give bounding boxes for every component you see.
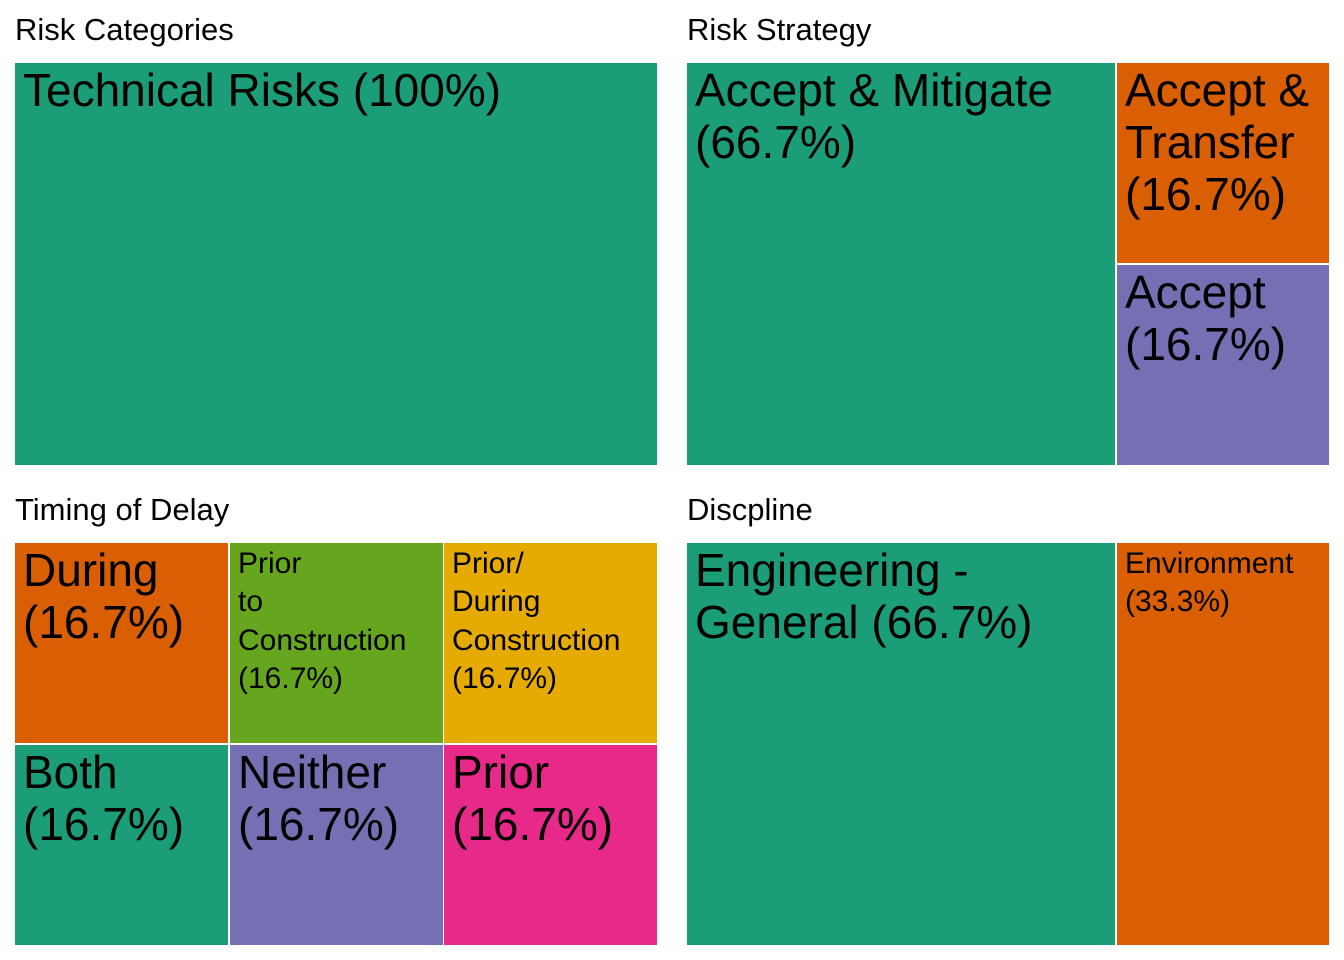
risk-categories-title: Risk Categories (15, 12, 234, 47)
risk-strategy-title: Risk Strategy (687, 12, 872, 47)
treemap-tile-engineering-general: Engineering - General (66.7%) (686, 542, 1116, 946)
treemap-tile-during: During (16.7%) (14, 542, 229, 744)
treemap-tile-accept-mitigate: Accept & Mitigate (66.7%) (686, 62, 1116, 466)
tile-label: Accept (16.7%) (1125, 266, 1287, 370)
tile-label: Accept & Mitigate (66.7%) (695, 64, 1053, 168)
tile-label: Neither (16.7%) (238, 746, 400, 850)
risk-categories-treemap: Technical Risks (100%) (14, 62, 658, 466)
tile-label: Prior to Construction (16.7%) (238, 547, 407, 696)
tile-label: Accept & Transfer (16.7%) (1125, 64, 1310, 220)
treemap-tile-both: Both (16.7%) (14, 744, 229, 946)
tile-label: Prior (16.7%) (452, 746, 614, 850)
tile-label: During (16.7%) (23, 544, 185, 648)
timing-of-delay-treemap: During (16.7%) Prior to Construction (16.… (14, 542, 658, 946)
timing-of-delay-title: Timing of Delay (15, 492, 230, 527)
treemap-tile-technical-risks: Technical Risks (100%) (14, 62, 658, 466)
tile-label: Environment (33.3%) (1125, 547, 1294, 619)
treemap-tile-environment: Environment (33.3%) (1116, 542, 1330, 946)
treemap-tile-neither: Neither (16.7%) (229, 744, 444, 946)
treemap-tile-prior-to-construction: Prior to Construction (16.7%) (229, 542, 444, 744)
tile-label: Technical Risks (100%) (23, 64, 502, 116)
tile-label: Prior/ During Construction (16.7%) (452, 547, 621, 696)
tile-label: Engineering - General (66.7%) (695, 544, 1033, 648)
treemap-tile-accept: Accept (16.7%) (1116, 264, 1330, 466)
risk-strategy-treemap: Accept & Mitigate (66.7%) Accept & Transf… (686, 62, 1330, 466)
tile-label: Both (16.7%) (23, 746, 185, 850)
treemap-tile-accept-transfer: Accept & Transfer (16.7%) (1116, 62, 1330, 264)
treemap-tile-prior-during-construction: Prior/ During Construction (16.7%) (443, 542, 658, 744)
discipline-title: Discpline (687, 492, 813, 527)
discipline-treemap: Engineering - General (66.7%) Environment… (686, 542, 1330, 946)
treemap-tile-prior: Prior (16.7%) (443, 744, 658, 946)
